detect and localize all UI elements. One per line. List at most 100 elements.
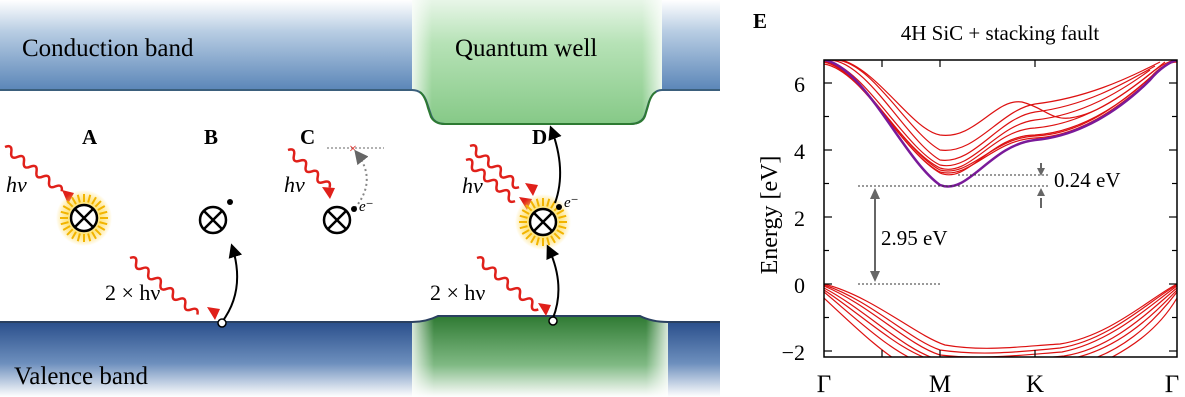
valence-band-edge xyxy=(0,315,720,323)
defect-b xyxy=(198,199,233,235)
hole-b xyxy=(217,318,227,328)
glow-ray xyxy=(530,235,536,244)
electron-label-d: e⁻ xyxy=(564,195,579,211)
valence-band-line xyxy=(824,289,926,357)
conduction-band-line xyxy=(824,60,1151,167)
excitation-arrow-b xyxy=(221,243,243,323)
glow-ray xyxy=(76,194,81,203)
panel-label-e: E xyxy=(753,9,767,33)
glow-ray xyxy=(87,233,92,242)
photon-wave-c xyxy=(287,148,332,188)
glow-ray xyxy=(558,214,567,219)
photon-label-b: 2 × hν xyxy=(105,280,160,305)
glow-ray xyxy=(521,209,530,215)
gap-arrow xyxy=(870,188,880,282)
x-tick-k: K xyxy=(1026,371,1044,397)
glow-ray xyxy=(60,221,69,226)
glow-ray xyxy=(97,225,106,231)
x-tick-gamma-1: Γ xyxy=(817,371,831,397)
photon-wave-b xyxy=(129,256,199,315)
glow-ray xyxy=(66,228,74,236)
glow-ray xyxy=(91,231,97,240)
band-lines xyxy=(824,60,1177,357)
y-tick-0: 0 xyxy=(794,273,805,298)
y-tick-6: 6 xyxy=(794,72,805,97)
x-tick-m: M xyxy=(929,371,951,397)
glow-ray xyxy=(66,200,74,208)
valence-band-line xyxy=(824,283,1177,349)
defect-c xyxy=(322,205,357,235)
photon-wave-d3 xyxy=(476,256,539,312)
excitation-arrow-d-top xyxy=(548,125,562,204)
escape-arrow-c xyxy=(354,149,369,209)
hole-d xyxy=(548,316,558,326)
y-tick-minus-2: −2 xyxy=(782,340,805,365)
y-tick-labels: 6 4 2 0 −2 xyxy=(782,72,805,365)
x-tick-gamma-2: Γ xyxy=(1165,371,1179,397)
glow-ray xyxy=(546,237,551,246)
valence-band-label: Valence band xyxy=(14,363,148,390)
band-diagram: Conduction band Quantum well Valence ban… xyxy=(0,0,720,397)
glow-ray xyxy=(550,235,556,244)
glow-ray xyxy=(535,198,540,207)
glow-ray xyxy=(525,232,533,240)
valence-band-line xyxy=(1111,297,1177,357)
quantum-well-label: Quantum well xyxy=(455,35,597,62)
process-label-a: A xyxy=(82,125,98,149)
glow-ray xyxy=(76,233,81,242)
chart-title: 4H SiC + stacking fault xyxy=(901,21,1100,45)
glow-ray xyxy=(530,200,536,209)
photon-label-a: hν xyxy=(6,172,27,197)
valence-band-line xyxy=(824,284,1177,354)
glow-ray xyxy=(556,209,565,215)
conduction-band-line xyxy=(835,60,1161,151)
gap-annotation: 2.95 eV xyxy=(881,226,948,250)
glow-ray xyxy=(97,205,106,211)
defect-d-glowing xyxy=(515,194,571,250)
valence-band-line xyxy=(1095,291,1177,357)
glow-ray xyxy=(60,210,69,215)
quantum-well xyxy=(412,0,662,124)
conduction-band-line xyxy=(829,60,1156,161)
conduction-band-line xyxy=(841,60,1166,136)
glow-ray xyxy=(553,232,561,240)
offset-annotation: 0.24 eV xyxy=(1054,168,1121,192)
process-label-d: D xyxy=(532,125,547,149)
glow-ray xyxy=(556,229,565,235)
photon-label-c: hν xyxy=(284,172,305,197)
excitation-arrow-d-bottom xyxy=(546,244,560,319)
conduction-band-label: Conduction band xyxy=(22,35,194,62)
glow-ray xyxy=(99,210,108,215)
quantum-well-valence xyxy=(412,316,668,397)
valence-band-line xyxy=(1075,289,1177,357)
plot-frame xyxy=(823,59,1178,358)
photon-wave-d1 xyxy=(469,144,520,190)
y-tick-2: 2 xyxy=(794,206,805,231)
glow-ray xyxy=(87,194,92,203)
photon-wave-a xyxy=(4,144,64,192)
band-structure-panel: E 4H SiC + stacking fault Energy [eV] 6 … xyxy=(753,9,1179,397)
glow-ray xyxy=(525,204,533,212)
glow-ray xyxy=(71,231,77,240)
quantum-well-band-line xyxy=(824,60,1177,188)
glow-ray xyxy=(519,214,528,219)
photon-label-d-bottom: 2 × hν xyxy=(430,280,485,305)
y-tick-4: 4 xyxy=(794,139,805,164)
valence-band-line xyxy=(824,291,910,357)
trap-x-marker: × xyxy=(349,142,357,157)
glow-ray xyxy=(62,205,71,211)
glow-ray xyxy=(99,221,108,226)
x-tick-labels: Γ M K Γ xyxy=(817,371,1179,397)
photon-label-d-top: hν xyxy=(462,173,483,198)
glow-ray xyxy=(94,200,102,208)
glow-ray xyxy=(94,228,102,236)
electron-label-c: e⁻ xyxy=(359,199,374,215)
glow-ray xyxy=(519,225,528,230)
glow-ray xyxy=(521,229,530,235)
valence-band-line xyxy=(824,297,893,357)
process-label-b: B xyxy=(204,125,218,149)
glow-ray xyxy=(91,196,97,205)
glow-ray xyxy=(71,196,77,205)
glow-ray xyxy=(535,237,540,246)
glow-ray xyxy=(546,198,551,207)
